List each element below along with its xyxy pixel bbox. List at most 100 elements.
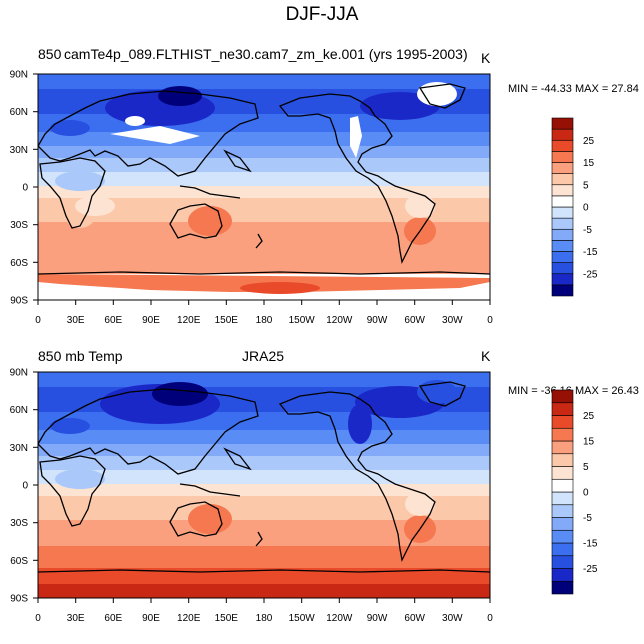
lat-label: 90N (10, 368, 28, 379)
colorbar-swatch (551, 117, 574, 130)
colorbar-swatch (551, 173, 574, 186)
colorbar-swatch (551, 555, 574, 569)
colorbar-swatch (551, 184, 574, 197)
lon-label: 0 (487, 315, 493, 326)
colorbar-tick-label: 25 (583, 136, 595, 147)
colorbar-swatch (551, 162, 574, 174)
lat-label: 90N (10, 70, 28, 81)
colorbar-swatch (551, 529, 574, 544)
lon-label: 150E (215, 315, 239, 326)
lon-label: 120W (326, 613, 353, 624)
panel-left-label: 850 mb Temp (38, 348, 123, 364)
colorbar-swatch (551, 228, 574, 241)
colorbar-tick-label: 15 (583, 158, 595, 169)
colorbar-swatch (551, 389, 574, 404)
lon-label: 30E (67, 613, 85, 624)
lon-label: 90E (142, 315, 160, 326)
lat-label: 30S (10, 518, 28, 529)
colorbar-swatch (551, 517, 574, 531)
colorbar-tick-label: 25 (583, 411, 595, 422)
lat-label: 30N (10, 443, 28, 454)
colorbar-swatch (551, 580, 574, 595)
min-max-readout: MIN = -36.16 MAX = 26.43 (508, 385, 639, 397)
lon-label: 30W (442, 315, 463, 326)
lon-label: 180 (256, 613, 273, 624)
lat-label: 0 (22, 183, 28, 194)
min-max-readout: MIN = -44.33 MAX = 27.84 (508, 83, 639, 95)
colorbar-swatch (551, 402, 574, 416)
colorbar-swatch (551, 542, 574, 557)
panel-overlay-title: camTe4p_089.FLTHIST_ne30.cam7_zm_ke.001 … (62, 46, 470, 62)
colorbar: 25 15 5 0 -5 -15 -25 (551, 389, 598, 595)
colorbar-swatch (551, 284, 574, 297)
colorbar-tick-label: -25 (583, 564, 598, 575)
lat-label: 90S (10, 296, 28, 307)
colorbar-tick-label: -5 (583, 225, 592, 236)
colorbar-swatch (551, 217, 574, 230)
lon-label: 60E (104, 315, 122, 326)
colorbar-tick-label: -5 (583, 513, 592, 524)
colorbar-swatch (551, 466, 574, 480)
lon-label: 30E (67, 315, 85, 326)
colorbar-tick-label: 0 (583, 203, 589, 214)
colorbar-tick-label: 15 (583, 437, 595, 448)
lon-label: 150E (215, 613, 239, 624)
map-plot: 90N 60N 30N 0 30S 60S 90S 0 30E 60E 90E … (10, 70, 598, 327)
panel-units: K (481, 50, 491, 66)
panel-center-label: JRA25 (242, 348, 285, 364)
colorbar-swatch (551, 491, 574, 506)
figure-title: DJF-JJA (285, 4, 359, 25)
lat-label: 30N (10, 145, 28, 156)
colorbar-swatch (551, 251, 574, 263)
lon-label: 120E (177, 613, 201, 624)
colorbar-tick-label: 5 (583, 462, 589, 473)
map-plot: 90N 60N 30N 0 30S 60S 90S 0 30E 60E 90E … (10, 368, 598, 625)
colorbar-swatch (551, 478, 574, 493)
lat-label: 60N (10, 405, 28, 416)
lat-label: 60S (10, 258, 28, 269)
lat-label: 90S (10, 594, 28, 605)
lon-label: 150W (289, 613, 316, 624)
colorbar-swatch (551, 151, 574, 163)
colorbar-swatch (551, 453, 574, 467)
lon-label: 30W (442, 613, 463, 624)
colorbar-swatch (551, 427, 574, 442)
colorbar-tick-label: 5 (583, 180, 589, 191)
lat-label: 60N (10, 107, 28, 118)
colorbar-swatch (551, 139, 574, 152)
lat-label: 30S (10, 220, 28, 231)
lon-label: 90W (367, 315, 388, 326)
colorbar-swatch (551, 273, 574, 286)
colorbar-tick-label: -25 (583, 269, 598, 280)
lon-label: 0 (487, 613, 493, 624)
lon-label: 90W (367, 613, 388, 624)
colorbar-swatch (551, 440, 574, 455)
colorbar-tick-label: 0 (583, 488, 589, 499)
lon-label: 0 (35, 315, 41, 326)
colorbar-swatch (551, 206, 574, 219)
lon-label: 120W (326, 315, 353, 326)
colorbar: 25 15 5 0 -5 -15 -25 (551, 117, 598, 297)
lon-label: 0 (35, 613, 41, 624)
colorbar-swatch (551, 195, 574, 208)
colorbar-swatch (551, 415, 574, 429)
lon-label: 120E (177, 315, 201, 326)
colorbar-tick-label: -15 (583, 539, 598, 550)
panel-units: K (481, 348, 491, 364)
lon-label: 180 (256, 315, 273, 326)
lon-label: 60W (404, 613, 425, 624)
colorbar-swatch (551, 240, 574, 252)
panel-model: 850 mb Temp camTe4p_089.FLTHIST_ne30.cam… (0, 46, 644, 346)
colorbar-swatch (551, 504, 574, 518)
colorbar-swatch (551, 568, 574, 582)
colorbar-tick-label: -15 (583, 247, 598, 258)
lat-label: 0 (22, 481, 28, 492)
colorbar-swatch (551, 262, 574, 275)
lat-label: 60S (10, 556, 28, 567)
lon-label: 60E (104, 613, 122, 624)
panel-reference: 850 mb Temp JRA25 K MIN = -36.16 MAX = 2… (0, 344, 644, 644)
lon-label: 90E (142, 613, 160, 624)
lon-label: 150W (289, 315, 316, 326)
colorbar-swatch (551, 128, 574, 141)
lon-label: 60W (404, 315, 425, 326)
